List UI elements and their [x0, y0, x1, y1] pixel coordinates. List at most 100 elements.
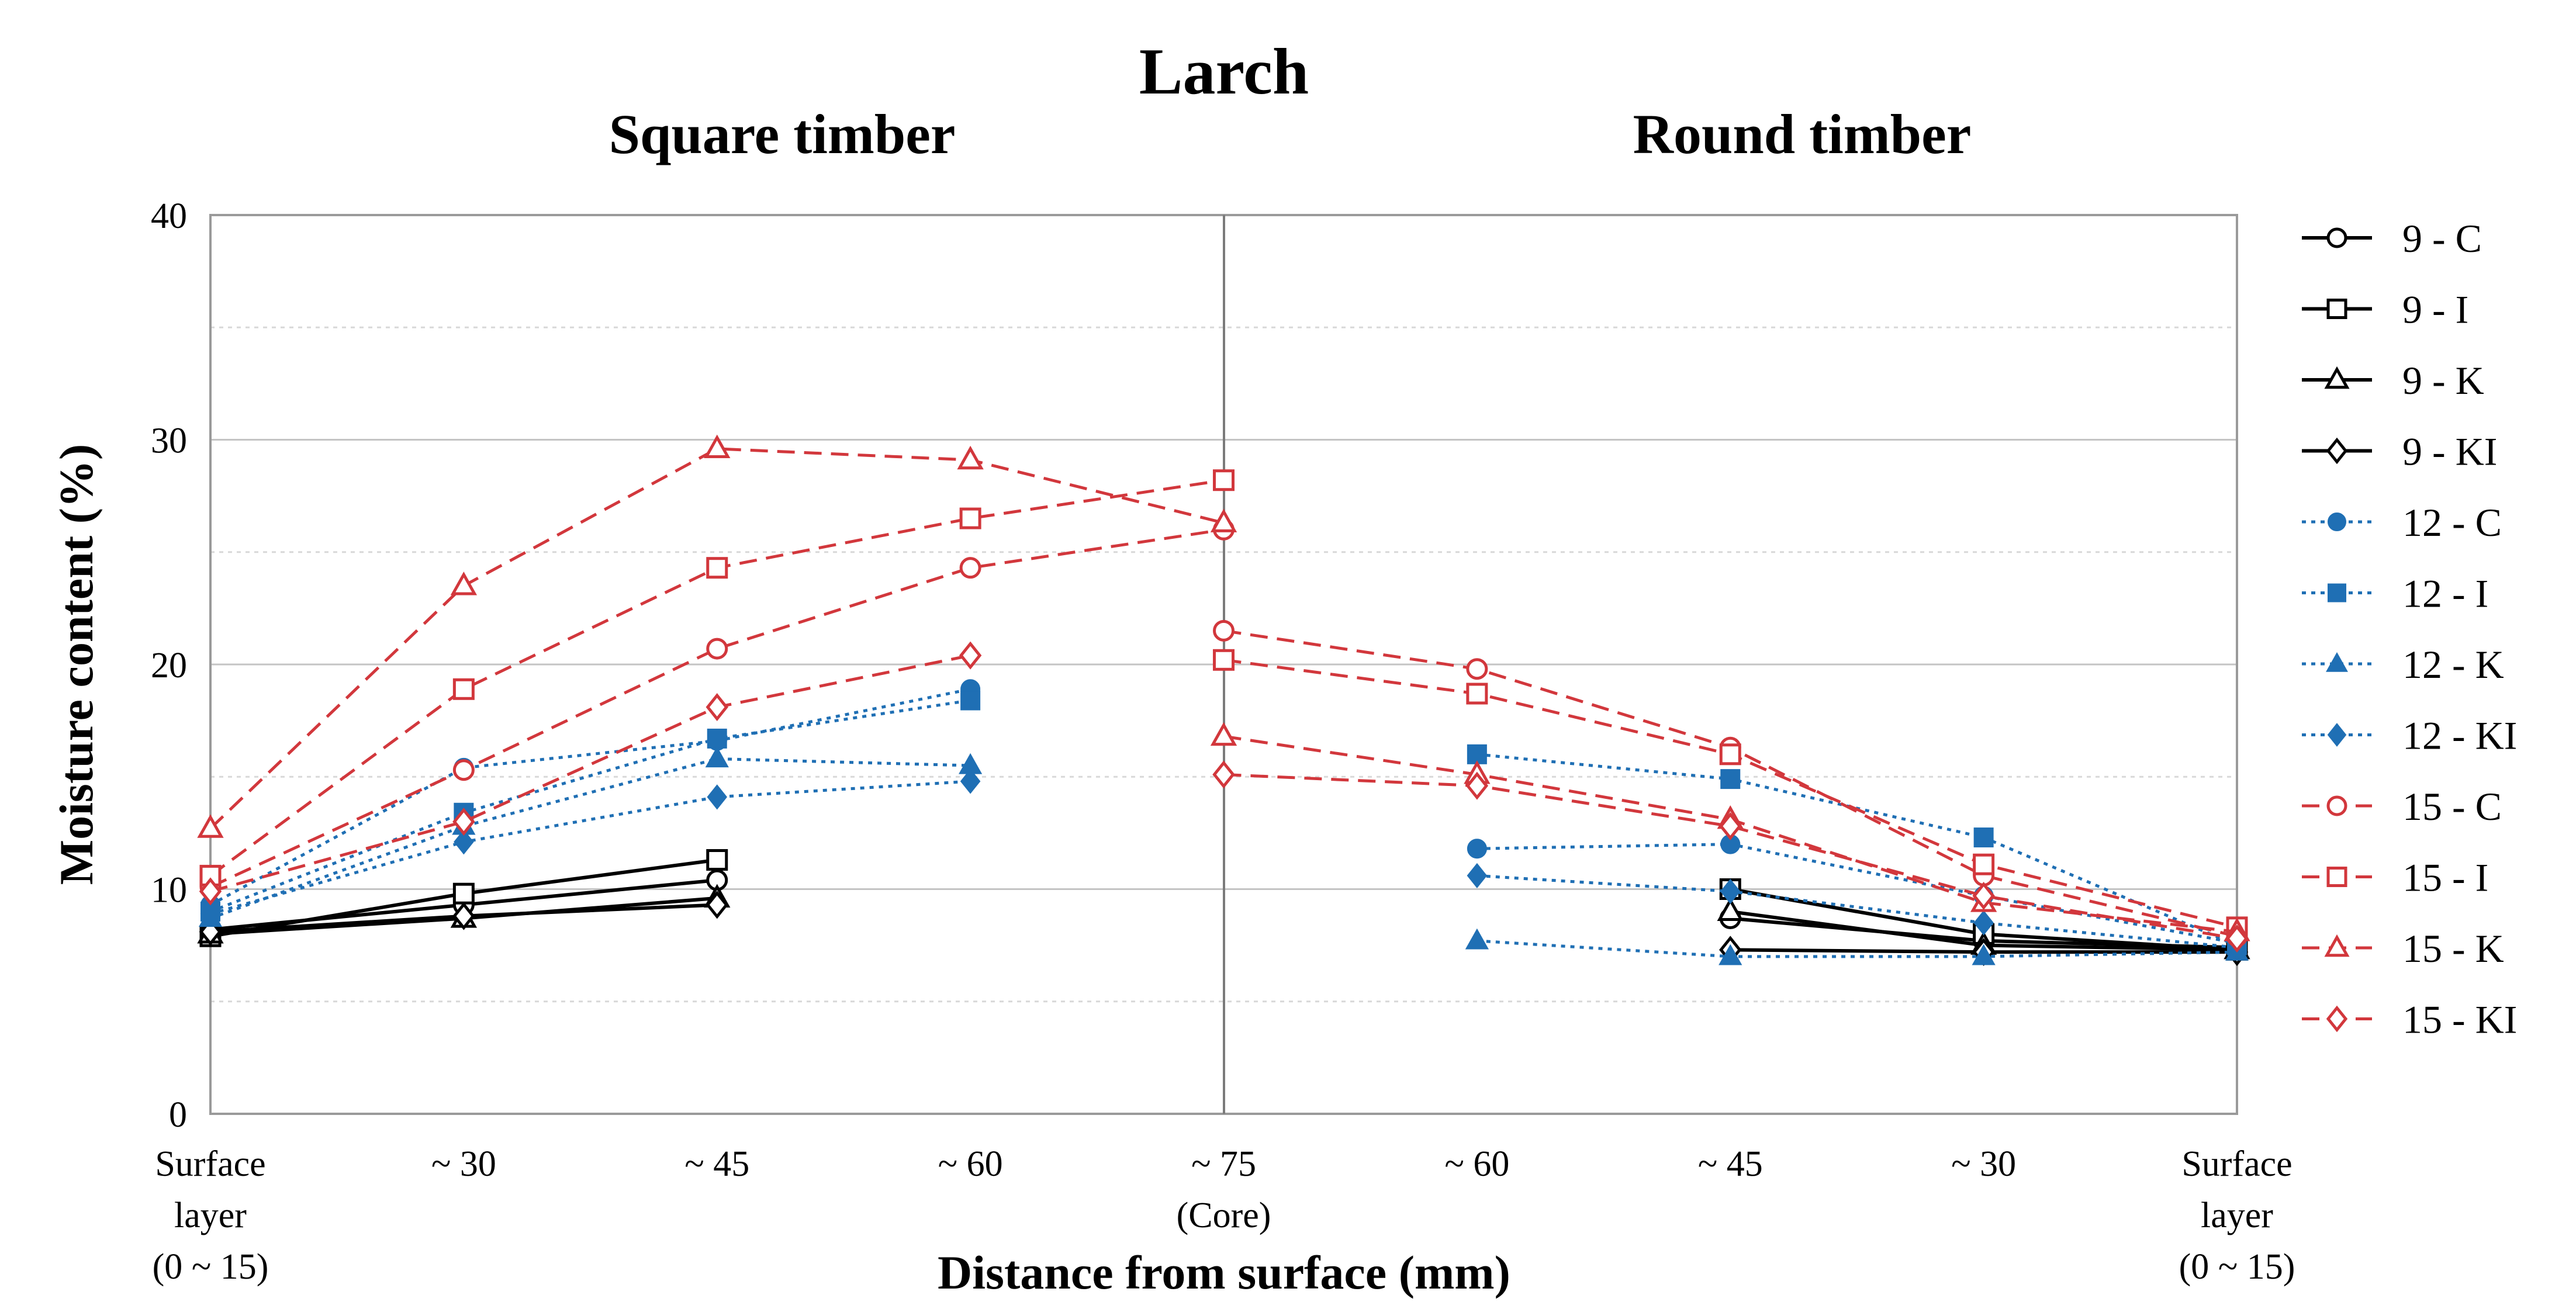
legend-marker: [2328, 583, 2346, 602]
data-point-marker: [1719, 812, 1742, 840]
legend-label: 9 - K: [2402, 358, 2484, 403]
legend-item-12-c: 12 - C: [2302, 500, 2502, 545]
data-point-marker: [1213, 619, 1235, 642]
y-axis-title: Moisture content (%): [50, 444, 103, 885]
chart-title: Larch: [1139, 36, 1309, 108]
data-point-marker: [1719, 743, 1741, 766]
data-point-marker: [706, 638, 728, 660]
legend-item-9-k: 9 - K: [2302, 358, 2484, 403]
legend-marker: [2326, 652, 2348, 672]
data-point-marker: [1213, 649, 1235, 671]
series-15-i: [199, 469, 2248, 939]
data-point-marker: [1466, 658, 1488, 680]
data-point-marker: [1465, 928, 1489, 950]
data-point-marker: [1210, 722, 1237, 746]
x-tick-label: ~ 30: [1951, 1144, 2016, 1184]
legend-item-12-k: 12 - K: [2302, 642, 2504, 687]
legend-label: 9 - I: [2402, 288, 2468, 332]
legend-item-9-c: 9 - C: [2302, 216, 2482, 261]
data-point-marker: [1973, 853, 1995, 875]
data-point-marker: [199, 877, 222, 906]
legend: 9 - C 9 - I 9 - K 9 - KI 12 - C 12 - I 12 - K 1…: [2302, 216, 2517, 1042]
x-tick-label: ~ 45: [1698, 1144, 1763, 1184]
data-point-marker: [707, 728, 727, 749]
data-point-marker: [706, 693, 728, 722]
legend-marker: [2324, 366, 2350, 389]
data-point-marker: [452, 902, 475, 930]
series-line-left: [210, 780, 971, 916]
series-line-right: [1477, 874, 2238, 949]
x-tick-label: ~ 60: [1444, 1144, 1509, 1184]
data-point-marker: [197, 814, 224, 838]
legend-item-15-c: 15 - C: [2302, 784, 2502, 829]
data-point-marker: [706, 557, 728, 579]
data-point-marker: [957, 445, 984, 470]
legend-marker: [2324, 934, 2350, 957]
legend-label: 12 - I: [2402, 572, 2488, 616]
data-point-marker: [450, 572, 478, 595]
data-point-marker: [1720, 878, 1741, 904]
legend-item-15-ki: 15 - KI: [2302, 998, 2517, 1042]
data-point-marker: [200, 901, 221, 927]
y-tick-label: 10: [151, 871, 187, 910]
data-point-marker: [1210, 508, 1237, 532]
legend-label: 15 - KI: [2402, 998, 2517, 1042]
legend-marker: [2327, 723, 2347, 747]
data-point-marker: [959, 507, 981, 529]
series-line-left: [210, 654, 971, 893]
data-point-marker: [1973, 910, 1994, 936]
series-line-left: [210, 757, 971, 920]
x-axis-ticks: Surface layer (0 ~ 15) ~ 30 ~ 45 ~ 60 ~ 75 (Cor…: [153, 1144, 2295, 1287]
data-point-marker: [1213, 469, 1235, 491]
legend-marker: [2326, 795, 2347, 816]
data-point-marker: [452, 808, 475, 836]
legend-marker: [2328, 512, 2346, 531]
data-point-marker: [452, 678, 475, 700]
series-line-left: [210, 699, 971, 913]
legend-marker: [2326, 299, 2347, 319]
data-point-marker: [1973, 827, 1994, 848]
data-point-marker: [1972, 944, 1996, 965]
data-point-marker: [1467, 839, 1487, 859]
data-point-marker: [2225, 924, 2249, 953]
data-point-marker: [1719, 944, 1742, 965]
y-axis-ticks: 0 10 20 30 40: [151, 196, 187, 1135]
x-tick-label: ~ 75 (Core): [1177, 1144, 1271, 1235]
legend-label: 12 - KI: [2402, 714, 2517, 758]
legend-label: 15 - K: [2402, 926, 2504, 971]
data-point-marker: [960, 690, 981, 711]
data-series: [197, 434, 2250, 967]
data-point-marker: [1212, 760, 1235, 789]
series-15-ki: [199, 641, 2249, 953]
y-tick-label: 30: [151, 421, 187, 461]
subtitle-round-timber: Round timber: [1633, 103, 1972, 165]
legend-item-15-k: 15 - K: [2302, 926, 2504, 971]
data-point-marker: [704, 434, 731, 458]
x-axis-title: Distance from surface (mm): [938, 1246, 1510, 1299]
data-point-marker: [452, 759, 475, 781]
legend-label: 12 - C: [2402, 500, 2502, 545]
subtitle-square-timber: Square timber: [609, 103, 956, 165]
y-tick-label: 0: [169, 1095, 187, 1135]
legend-label: 15 - C: [2402, 784, 2502, 829]
y-tick-label: 20: [151, 646, 187, 685]
series-line-right: [1223, 773, 2238, 940]
data-point-marker: [959, 641, 982, 670]
legend-item-12-ki: 12 - KI: [2302, 714, 2517, 758]
data-point-marker: [706, 891, 728, 919]
data-point-marker: [960, 768, 981, 794]
legend-item-9-ki: 9 - KI: [2302, 430, 2497, 474]
legend-marker: [2326, 1005, 2348, 1033]
legend-marker: [2326, 227, 2347, 248]
y-tick-label: 40: [151, 196, 187, 236]
series-line-left: [209, 447, 1225, 830]
data-point-marker: [1720, 769, 1741, 789]
data-point-marker: [707, 784, 728, 810]
x-tick-label: ~ 30: [431, 1144, 496, 1184]
data-point-marker: [1466, 683, 1488, 705]
data-point-marker: [452, 882, 475, 905]
data-point-marker: [1465, 771, 1489, 800]
legend-label: 9 - C: [2402, 216, 2482, 261]
data-point-marker: [705, 746, 729, 768]
